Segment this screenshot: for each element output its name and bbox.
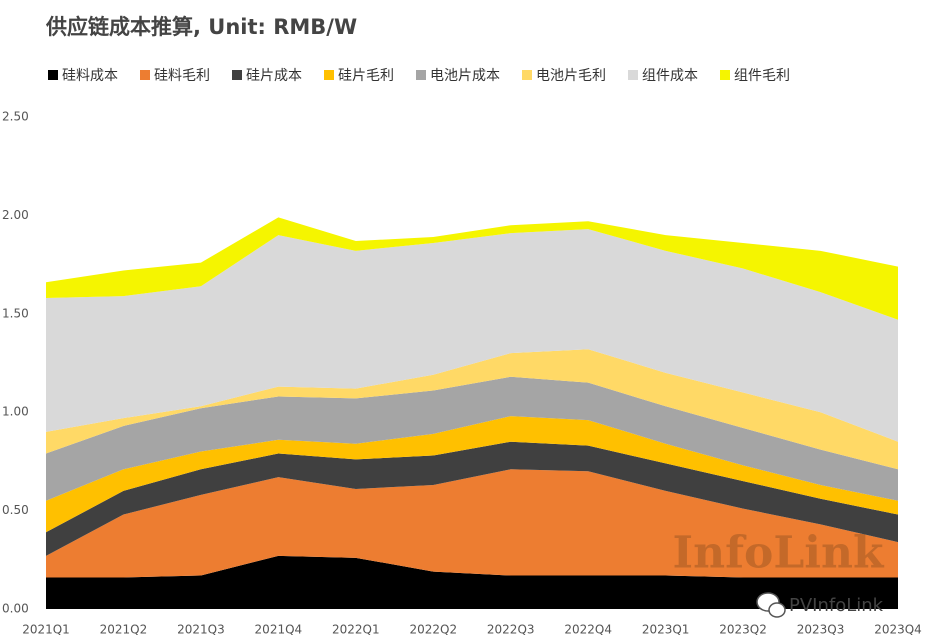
chart-title: 供应链成本推算, Unit: RMB/W	[45, 15, 357, 39]
area	[46, 229, 898, 442]
watermark: InfoLink	[673, 528, 885, 579]
area	[46, 441, 898, 556]
x-tick-label: 2023Q4	[874, 623, 922, 637]
area	[46, 217, 898, 320]
y-tick-label: 0.00	[2, 602, 29, 616]
x-tick-label: 2021Q1	[22, 623, 70, 637]
y-tick-label: 2.50	[2, 110, 29, 124]
legend-label: 硅片成本	[246, 68, 302, 84]
y-tick-label: 0.50	[2, 503, 29, 517]
legend-swatch	[522, 70, 532, 80]
area	[46, 376, 898, 501]
legend-swatch	[628, 70, 638, 80]
legend-label: 电池片毛利	[536, 68, 606, 84]
x-tick-label: 2023Q1	[642, 623, 690, 637]
source-label: PVInfoLink	[789, 595, 884, 616]
y-tick-label: 1.50	[2, 306, 29, 320]
legend-label: 硅片毛利	[338, 68, 394, 84]
y-tick-label: 1.00	[2, 405, 29, 419]
x-tick-label: 2022Q4	[564, 623, 612, 637]
x-tick-label: 2023Q3	[797, 623, 845, 637]
legend-swatch	[720, 70, 730, 80]
legend-label: 硅料毛利	[154, 68, 210, 84]
legend-swatch	[416, 70, 426, 80]
x-tick-label: 2023Q2	[719, 623, 767, 637]
x-tick-label: 2022Q1	[332, 623, 380, 637]
legend-swatch	[324, 70, 334, 80]
legend-label: 硅料成本	[62, 68, 118, 84]
x-tick-label: 2021Q3	[177, 623, 225, 637]
legend-label: 组件成本	[642, 68, 698, 84]
y-tick-label: 2.00	[2, 208, 29, 222]
area	[46, 555, 898, 609]
x-tick-label: 2021Q2	[100, 623, 148, 637]
x-tick-label: 2022Q2	[409, 623, 457, 637]
legend-label: 电池片成本	[430, 68, 500, 84]
area	[46, 349, 898, 470]
wechat-icon	[756, 592, 786, 618]
legend-label: 组件毛利	[734, 68, 790, 84]
area	[46, 416, 898, 533]
area	[46, 469, 898, 578]
x-tick-label: 2022Q3	[487, 623, 535, 637]
legend-swatch	[48, 70, 58, 80]
legend-swatch	[140, 70, 150, 80]
x-tick-label: 2021Q4	[255, 623, 303, 637]
legend-swatch	[232, 70, 242, 80]
